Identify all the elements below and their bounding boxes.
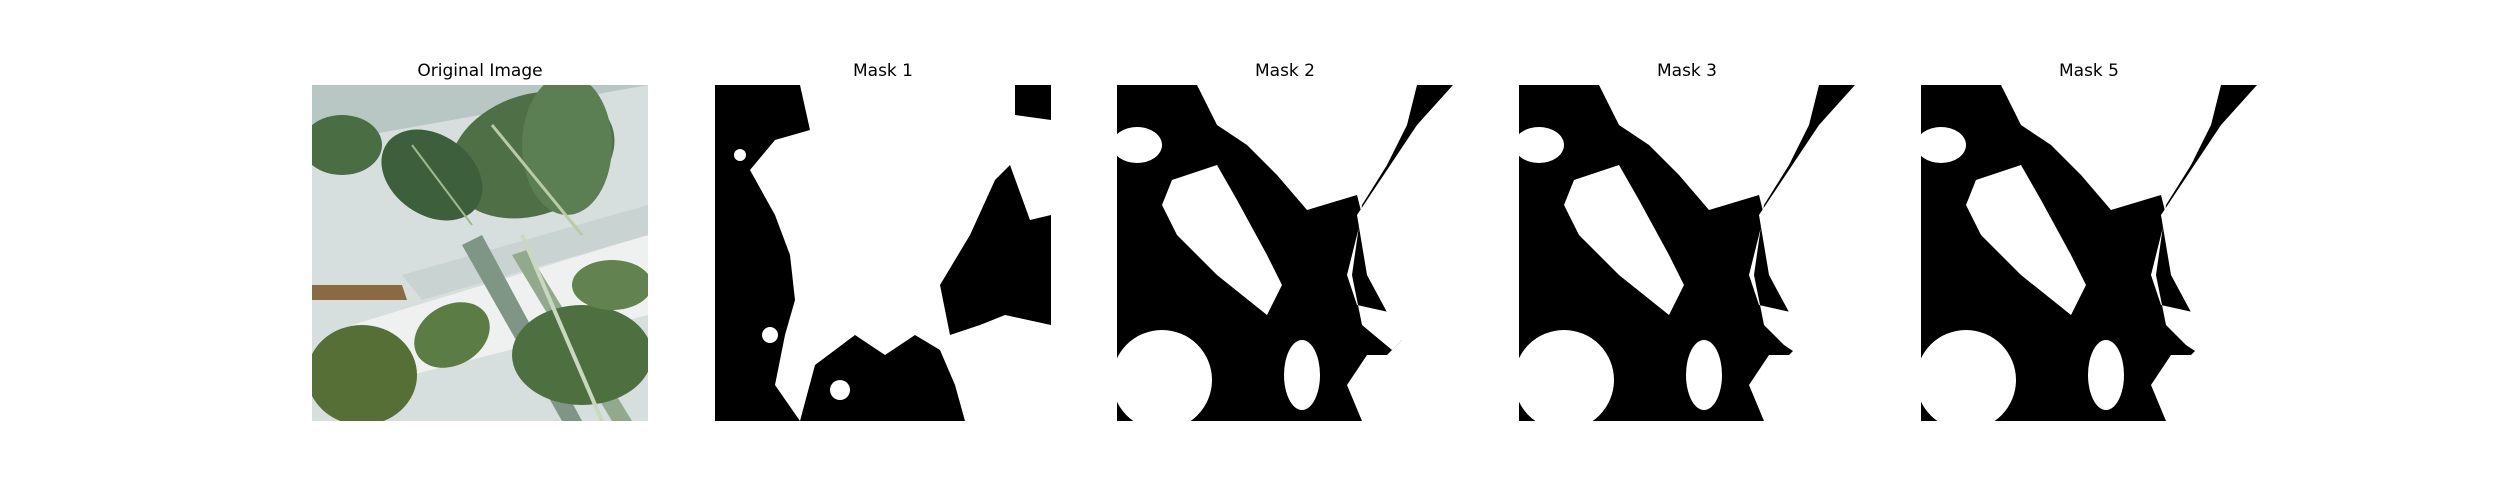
mask-2-shape xyxy=(1117,85,1453,421)
mask-3-shape xyxy=(1519,85,1855,421)
panel-mask-3: Mask 3 xyxy=(1487,56,1887,421)
panel-title: Mask 2 xyxy=(1254,61,1315,81)
original-photo xyxy=(312,85,648,421)
panel-title: Mask 3 xyxy=(1656,61,1717,81)
mask-3-image xyxy=(1519,85,1855,421)
panel-mask-5: Mask 5 xyxy=(1889,56,2289,421)
panel-title: Mask 1 xyxy=(852,61,913,81)
mask-5-shape xyxy=(1921,85,2257,421)
mask-1-shape xyxy=(715,85,1051,421)
panel-title: Original Image xyxy=(417,61,543,81)
mask-2-image xyxy=(1117,85,1453,421)
mask-1-image xyxy=(715,85,1051,421)
plant-photo-illustration xyxy=(312,85,648,421)
mask-5-image xyxy=(1921,85,2257,421)
panel-mask-2: Mask 2 xyxy=(1085,56,1485,421)
panel-mask-1: Mask 1 xyxy=(683,56,1083,421)
panel-original-image: Original Image xyxy=(280,56,680,421)
panel-title: Mask 5 xyxy=(2058,61,2119,81)
